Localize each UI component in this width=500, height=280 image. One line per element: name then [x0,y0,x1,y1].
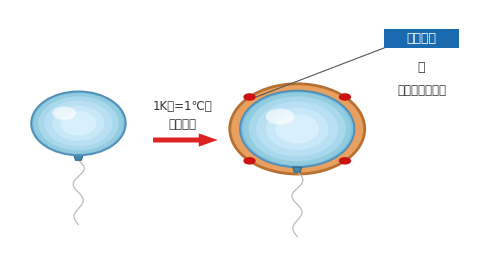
Text: ＝: ＝ [418,61,426,74]
Ellipse shape [60,111,96,136]
Text: 1K（=1℃）: 1K（=1℃） [153,100,213,113]
Ellipse shape [266,108,328,150]
Polygon shape [153,133,218,147]
Ellipse shape [52,106,104,141]
Polygon shape [293,167,302,172]
Ellipse shape [248,96,346,162]
Ellipse shape [266,109,294,125]
Ellipse shape [44,101,112,146]
Ellipse shape [52,106,76,120]
Ellipse shape [31,92,126,155]
Ellipse shape [38,96,118,150]
Circle shape [244,94,255,100]
Ellipse shape [276,114,319,143]
Polygon shape [74,155,83,160]
Ellipse shape [230,84,364,174]
Circle shape [340,158,350,164]
Circle shape [244,158,255,164]
Text: 体積の増加割合: 体積の増加割合 [397,84,446,97]
Circle shape [340,94,350,100]
Ellipse shape [34,93,124,154]
Ellipse shape [243,93,352,165]
Text: 温度上昇: 温度上昇 [169,118,197,131]
Ellipse shape [240,91,354,167]
FancyBboxPatch shape [384,29,459,48]
Text: 体膨張率: 体膨張率 [406,32,436,45]
Ellipse shape [256,101,338,157]
